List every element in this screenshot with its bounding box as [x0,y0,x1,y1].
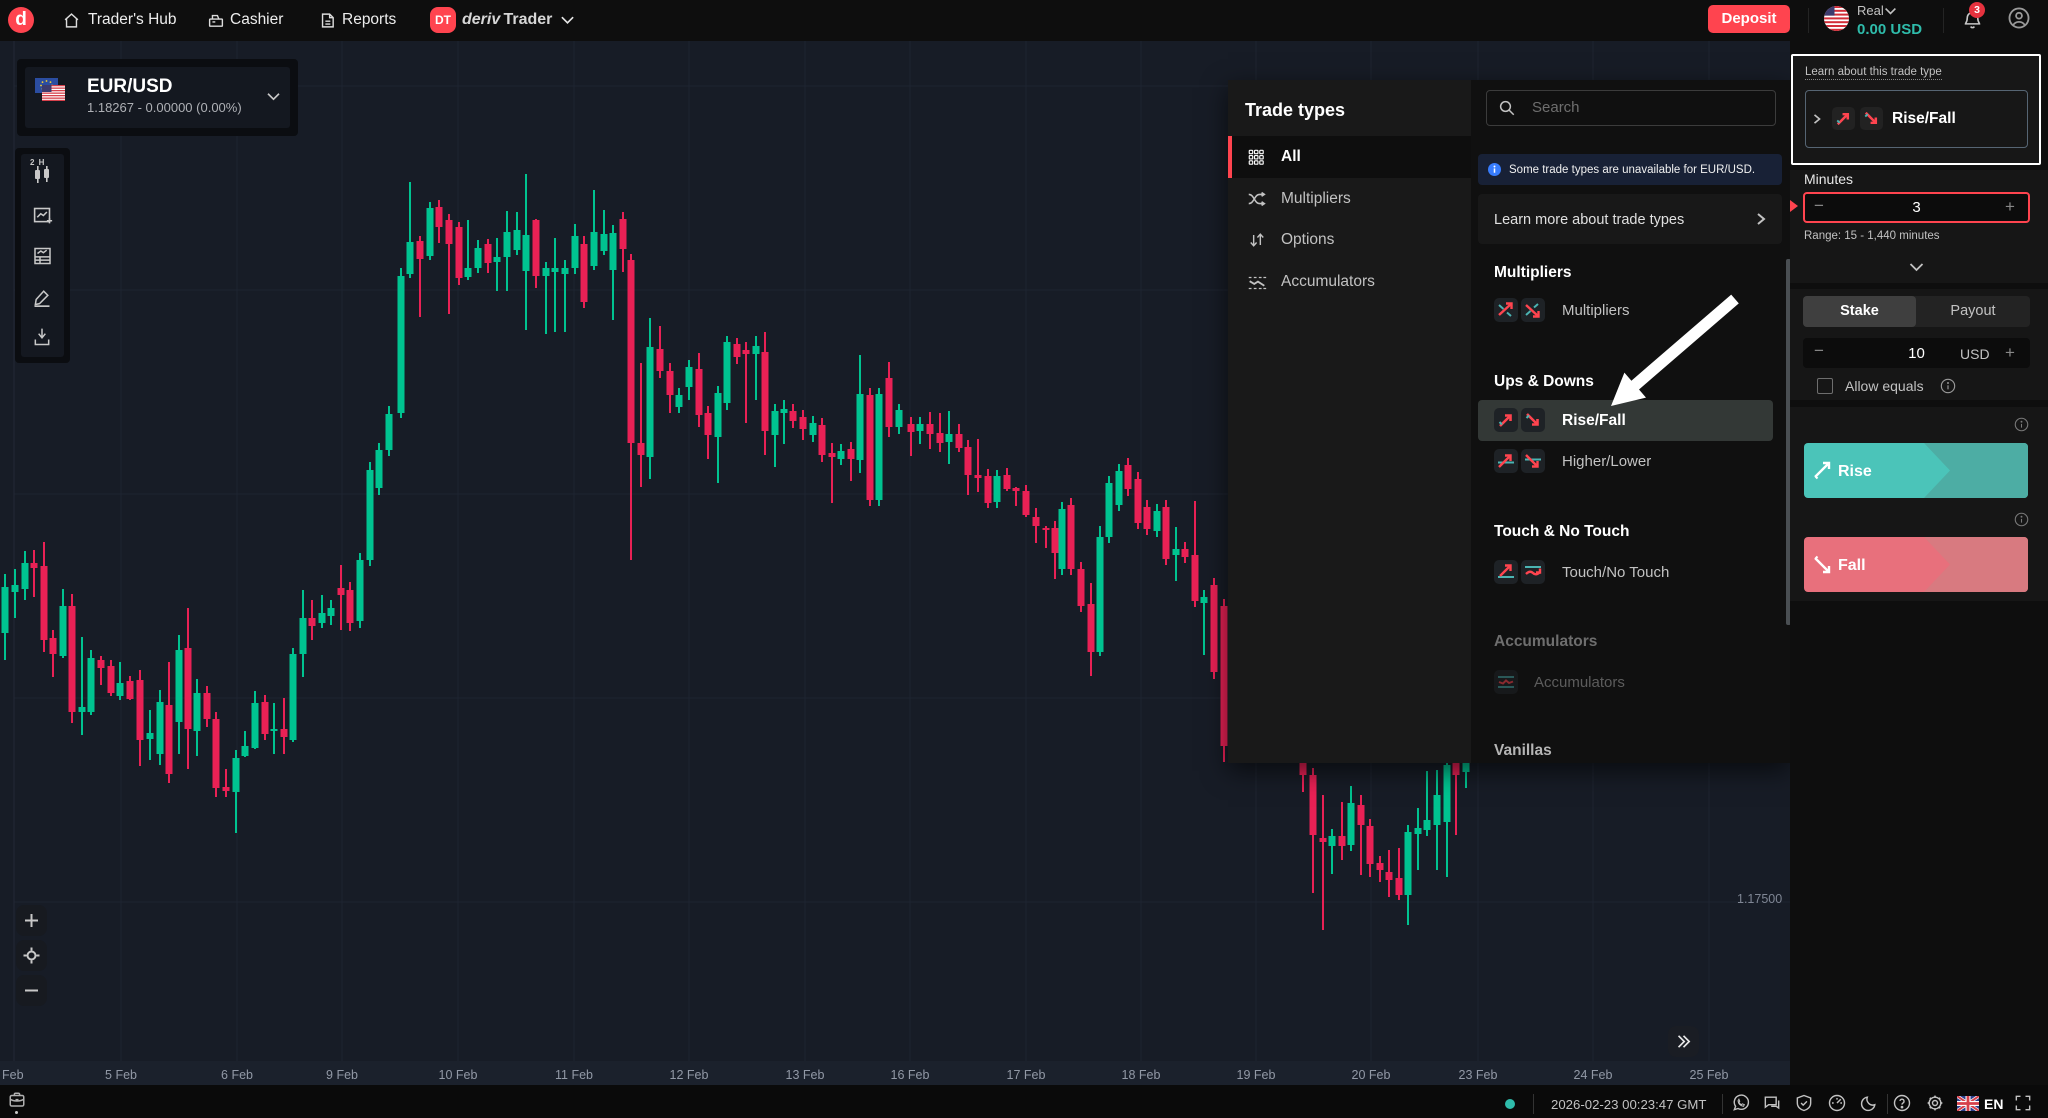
svg-text:13 Feb: 13 Feb [786,1068,825,1082]
svg-text:20 Feb: 20 Feb [1352,1068,1391,1082]
svg-text:17 Feb: 17 Feb [1007,1068,1046,1082]
svg-text:19 Feb: 19 Feb [1237,1068,1276,1082]
svg-text:23 Feb: 23 Feb [1459,1068,1498,1082]
svg-text:16 Feb: 16 Feb [891,1068,930,1082]
svg-text:Feb: Feb [2,1068,24,1082]
svg-text:24 Feb: 24 Feb [1574,1068,1613,1082]
svg-text:10 Feb: 10 Feb [439,1068,478,1082]
svg-text:5 Feb: 5 Feb [105,1068,137,1082]
svg-text:11 Feb: 11 Feb [555,1068,593,1082]
svg-text:25 Feb: 25 Feb [1690,1068,1729,1082]
svg-text:Rise: Rise [1838,463,1872,480]
svg-text:1.17500: 1.17500 [1737,892,1782,906]
svg-text:18 Feb: 18 Feb [1122,1068,1161,1082]
svg-text:Fall: Fall [1838,557,1866,574]
svg-text:9 Feb: 9 Feb [326,1068,358,1082]
svg-text:6 Feb: 6 Feb [221,1068,253,1082]
svg-text:12 Feb: 12 Feb [670,1068,709,1082]
